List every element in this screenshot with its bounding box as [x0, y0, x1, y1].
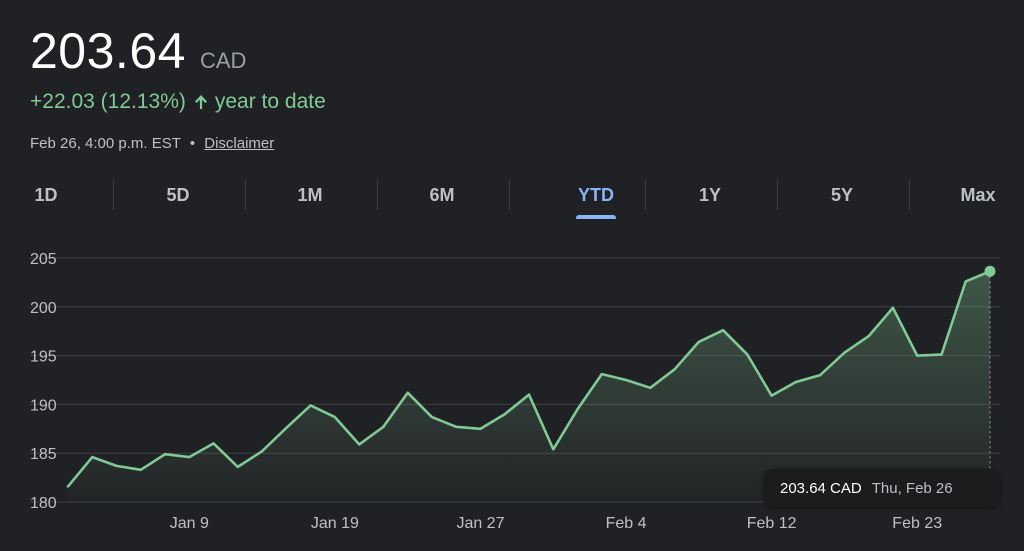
tab-divider — [645, 180, 646, 210]
tab-1d[interactable]: 1D — [34, 185, 58, 205]
disclaimer-link[interactable]: Disclaimer — [204, 135, 275, 152]
tab-divider — [245, 180, 246, 210]
tooltip-price: 203.64 CAD — [780, 479, 862, 497]
tooltip-date: Thu, Feb 26 — [871, 479, 953, 497]
price-change: +22.03 (12.13%) year to date — [30, 90, 326, 114]
x-tick-label: Jan 27 — [456, 515, 504, 532]
tab-divider — [509, 180, 510, 210]
tab-6m[interactable]: 6M — [429, 185, 455, 205]
currency-label: CAD — [199, 48, 247, 73]
y-tick-label: 200 — [30, 300, 57, 317]
arrow-up-icon — [194, 94, 208, 110]
price-area — [68, 271, 990, 502]
x-tick-label: Jan 9 — [170, 515, 209, 532]
last-price-point — [984, 265, 996, 277]
current-price: 203.64 — [30, 23, 186, 79]
tab-5y[interactable]: 5Y — [830, 185, 854, 205]
price-tooltip: 203.64 CAD Thu, Feb 26 — [764, 469, 1000, 507]
meta-separator: • — [189, 135, 196, 152]
x-tick-label: Feb 4 — [606, 515, 647, 532]
price-row: 203.64 CAD — [30, 22, 246, 80]
quote-timestamp: Feb 26, 4:00 p.m. EST — [30, 135, 181, 152]
tab-divider — [113, 180, 114, 210]
tab-5d[interactable]: 5D — [166, 185, 190, 205]
tab-max[interactable]: Max — [960, 185, 996, 205]
tab-ytd[interactable]: YTD — [530, 176, 662, 219]
tab-divider — [909, 180, 910, 210]
quote-meta: Feb 26, 4:00 p.m. EST • Disclaimer — [30, 135, 274, 152]
x-tick-label: Feb 12 — [747, 515, 797, 532]
change-period: year to date — [214, 90, 326, 113]
y-tick-label: 185 — [30, 446, 57, 463]
x-tick-label: Feb 23 — [892, 515, 942, 532]
y-tick-label: 190 — [30, 397, 57, 414]
x-tick-label: Jan 19 — [311, 515, 359, 532]
tab-divider — [777, 180, 778, 210]
active-tab-indicator — [576, 215, 616, 219]
tab-1m[interactable]: 1M — [297, 185, 323, 205]
tab-1y[interactable]: 1Y — [698, 185, 722, 205]
price-line — [66, 269, 992, 488]
tab-divider — [377, 180, 378, 210]
y-tick-label: 205 — [30, 251, 57, 268]
y-tick-label: 180 — [30, 495, 57, 512]
time-range-tabs: 1D 5D 1M 6M YTD 1Y 5Y Max — [0, 176, 1024, 219]
change-value: +22.03 (12.13%) — [30, 90, 186, 113]
y-tick-label: 195 — [30, 349, 57, 366]
